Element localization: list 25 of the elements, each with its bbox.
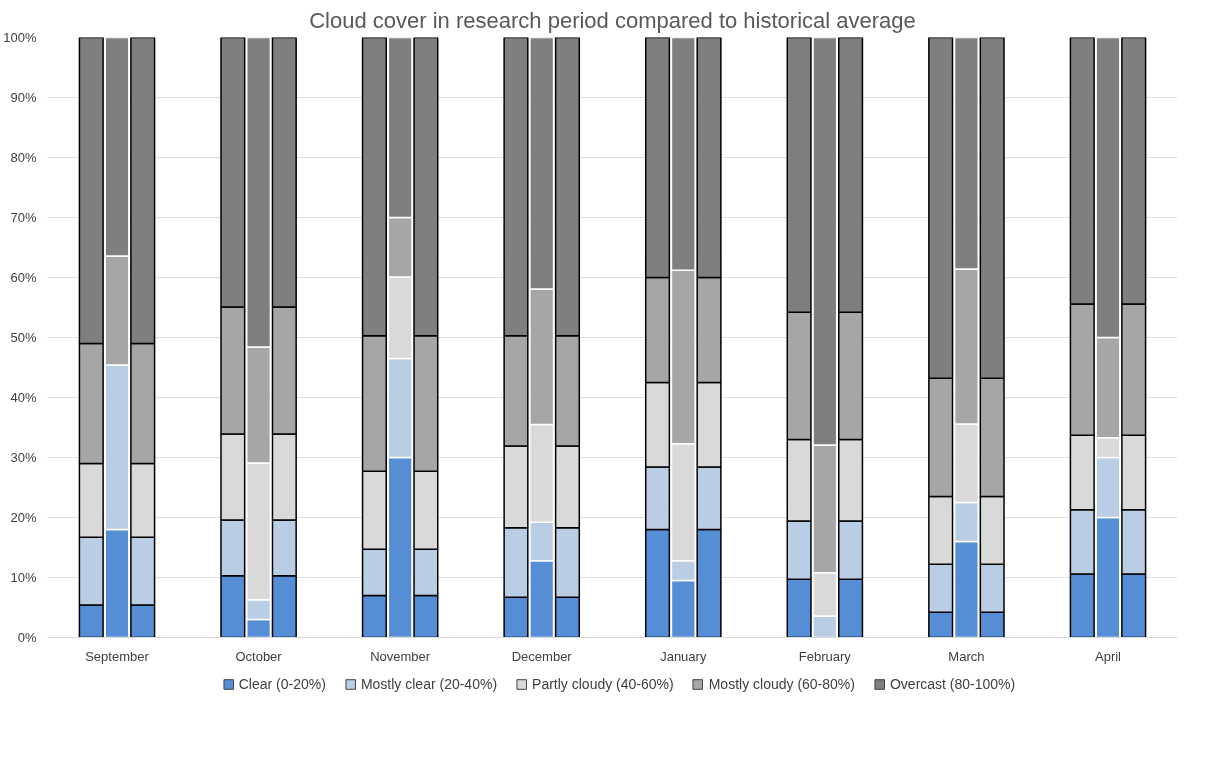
- y-tick-label: 20%: [10, 510, 37, 525]
- y-tick-label: 70%: [10, 210, 37, 225]
- x-tick-label: February: [798, 648, 852, 664]
- y-tick-label: 60%: [10, 270, 37, 285]
- legend-label: Overcast (80-100%): [889, 676, 1016, 692]
- x-tick-label: April: [1095, 648, 1122, 664]
- x-tick-label: November: [370, 648, 431, 664]
- x-tick-label: September: [85, 648, 150, 664]
- legend-label: Mostly cloudy (60-80%): [708, 676, 855, 692]
- legend-label: Clear (0-20%): [238, 676, 326, 692]
- y-tick-label: 50%: [10, 330, 37, 345]
- y-tick-label: 10%: [10, 570, 37, 585]
- y-tick-label: 100%: [3, 30, 37, 45]
- y-tick-label: 40%: [10, 390, 37, 405]
- chart-title: Cloud cover in research period compared to historical average: [309, 7, 916, 33]
- y-tick-label: 90%: [10, 90, 37, 105]
- y-tick-label: 30%: [10, 450, 37, 465]
- legend-label: Mostly clear (20-40%): [360, 676, 498, 692]
- x-tick-label: October: [235, 648, 283, 664]
- x-tick-label: December: [511, 648, 573, 664]
- y-tick-label: 0%: [17, 630, 37, 645]
- x-tick-label: January: [660, 648, 707, 664]
- x-tick-label: March: [948, 648, 985, 664]
- legend-label: Partly cloudy (40-60%): [532, 676, 674, 692]
- y-tick-label: 80%: [10, 150, 37, 165]
